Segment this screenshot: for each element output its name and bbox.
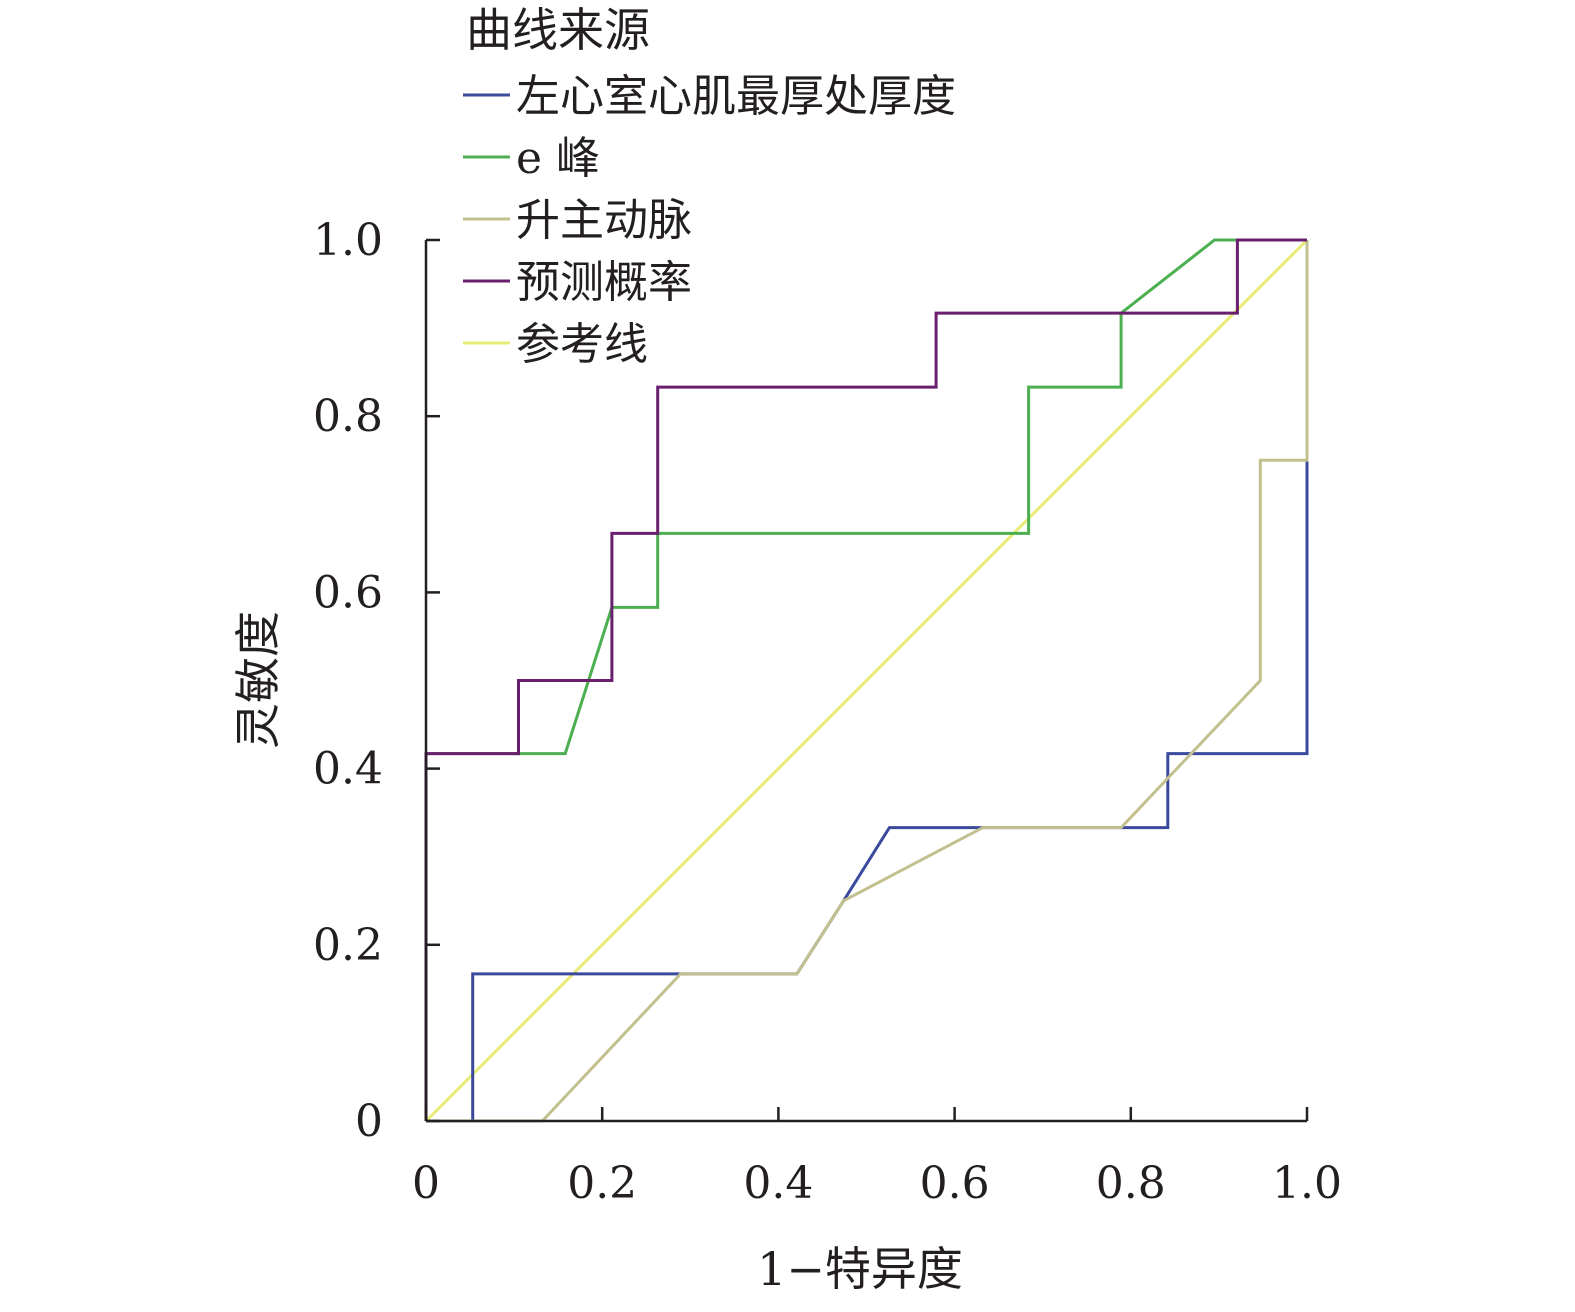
y-axis-title: 灵敏度 (231, 611, 285, 749)
series-line-1 (426, 238, 1307, 756)
series-line-0 (426, 240, 1309, 1123)
y-tick-label: 1.0 (313, 215, 383, 266)
x-tick-label: 0.6 (920, 1158, 990, 1209)
legend-label: 参考线 (516, 319, 648, 370)
x-tick-label: 1.0 (1272, 1158, 1342, 1209)
axes (424, 240, 1307, 1123)
y-tick-label: 0.4 (313, 744, 383, 795)
legend-label: e 峰 (516, 133, 600, 184)
y-tick-label: 0.2 (313, 920, 383, 971)
series-line-2 (426, 240, 1309, 1123)
series-line-3 (424, 238, 1307, 1121)
plot-lines (424, 238, 1309, 1123)
y-tick-label: 0.8 (313, 391, 383, 442)
legend-label: 预测概率 (516, 257, 692, 308)
x-tick-label: 0.2 (567, 1158, 637, 1209)
legend-label: 左心室心肌最厚处厚度 (516, 71, 956, 122)
x-tick-label: 0 (412, 1158, 440, 1209)
y-tick-label: 0.6 (313, 567, 383, 618)
y-tick-label: 0 (355, 1096, 383, 1147)
ticks: 0 0.2 0.4 0.6 0.8 1.0 0 0.2 0.4 0.6 0.8 1.0 (313, 215, 1342, 1209)
legend-title: 曲线来源 (466, 3, 650, 57)
x-tick-label: 0.4 (743, 1158, 813, 1209)
legend-label: 升主动脉 (516, 195, 692, 246)
x-tick-label: 0.8 (1096, 1158, 1166, 1209)
x-axis-title: 1−特异度 (757, 1242, 963, 1296)
